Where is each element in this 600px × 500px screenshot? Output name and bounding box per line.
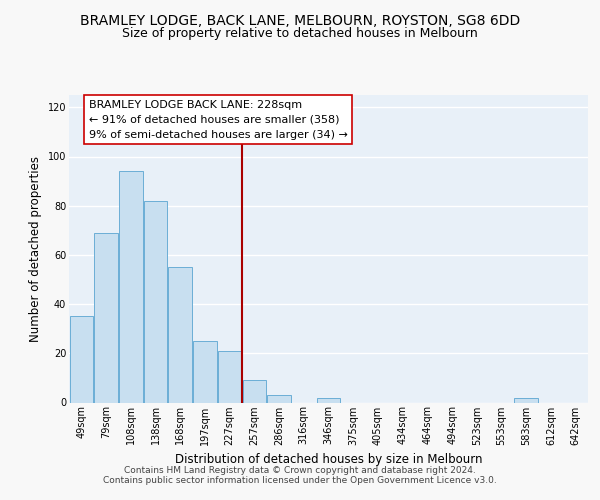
Bar (119, 172, 143, 402)
Text: Size of property relative to detached houses in Melbourn: Size of property relative to detached ho… (122, 28, 478, 40)
Bar (268, 395, 291, 402)
Text: BRAMLEY LODGE, BACK LANE, MELBOURN, ROYSTON, SG8 6DD: BRAMLEY LODGE, BACK LANE, MELBOURN, ROYS… (80, 14, 520, 28)
Bar (94, 233, 118, 402)
Text: Contains public sector information licensed under the Open Government Licence v3: Contains public sector information licen… (103, 476, 497, 485)
Y-axis label: Number of detached properties: Number of detached properties (29, 156, 42, 342)
Bar (193, 341, 217, 402)
Bar (317, 398, 340, 402)
Bar (242, 380, 266, 402)
Text: Contains HM Land Registry data © Crown copyright and database right 2024.: Contains HM Land Registry data © Crown c… (124, 466, 476, 475)
X-axis label: Distribution of detached houses by size in Melbourn: Distribution of detached houses by size … (175, 453, 482, 466)
Bar (70, 316, 93, 402)
Text: BRAMLEY LODGE BACK LANE: 228sqm
← 91% of detached houses are smaller (358)
9% of: BRAMLEY LODGE BACK LANE: 228sqm ← 91% of… (89, 100, 347, 140)
Bar (144, 201, 167, 402)
Bar (169, 267, 192, 402)
Bar (514, 398, 538, 402)
Bar (218, 351, 241, 403)
